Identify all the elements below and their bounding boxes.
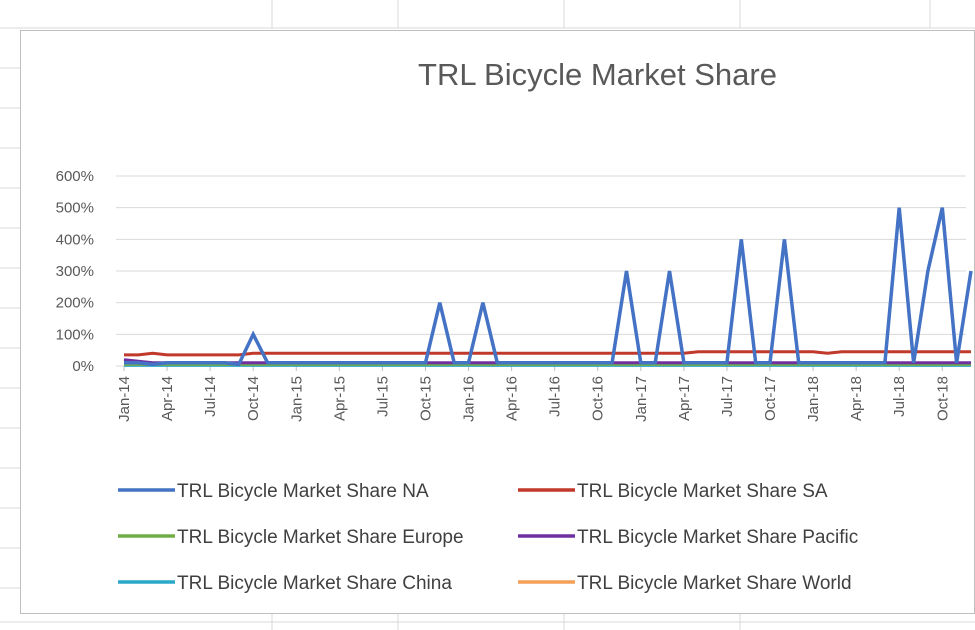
x-tick-label: Jul-18 <box>891 376 908 417</box>
x-tick-label: Oct-18 <box>934 376 951 421</box>
y-tick-label: 100% <box>56 326 94 343</box>
series-line-na <box>124 207 973 367</box>
y-tick-label: 500% <box>56 200 94 217</box>
x-tick-label: Apr-16 <box>504 376 521 421</box>
x-tick-label: Jul-16 <box>547 376 564 417</box>
x-tick-label: Jan-14 <box>116 376 133 422</box>
line-chart: 600% 500% 400% 300% 200% 100% 0% Jan-14 Apr-14 Ju… <box>56 168 973 594</box>
chart-area[interactable]: TRL Bicycle Market Share 600% 500% 400% 300… <box>20 30 975 614</box>
legend-label-europe: TRL Bicycle Market Share Europe <box>177 527 464 548</box>
legend-label-pacific: TRL Bicycle Market Share Pacific <box>577 527 858 548</box>
y-tick-label: 200% <box>56 295 94 312</box>
y-tick-label: 600% <box>56 168 94 185</box>
legend-label-sa: TRL Bicycle Market Share SA <box>577 481 828 502</box>
x-tick-label: Jan-17 <box>633 376 650 422</box>
x-tick-label: Jan-16 <box>461 376 478 422</box>
x-tick-label: Oct-16 <box>590 376 607 421</box>
x-tick-label: Apr-17 <box>676 376 693 421</box>
y-tick-label: 0% <box>72 358 94 375</box>
legend-label-world: TRL Bicycle Market Share World <box>577 573 852 594</box>
x-tick-label: Apr-18 <box>848 376 865 421</box>
x-tick-label: Jul-15 <box>374 376 391 417</box>
y-tick-label: 400% <box>56 231 94 248</box>
x-tick-label: Jul-14 <box>202 376 219 417</box>
series-line-sa <box>124 350 971 357</box>
chart-title: TRL Bicycle Market Share <box>418 57 777 92</box>
x-tick-label: Apr-15 <box>331 376 348 421</box>
x-tick-label: Jul-17 <box>719 376 736 417</box>
y-tick-label: 300% <box>56 263 94 280</box>
x-tick-label: Oct-14 <box>245 376 262 421</box>
x-tick-label: Oct-15 <box>417 376 434 421</box>
x-tick-label: Oct-17 <box>762 376 779 421</box>
x-tick-label: Jan-15 <box>288 376 305 422</box>
legend-label-na: TRL Bicycle Market Share NA <box>177 481 429 502</box>
x-tick-label: Jan-18 <box>805 376 822 422</box>
legend-label-china: TRL Bicycle Market Share China <box>177 573 452 594</box>
x-tick-label: Apr-14 <box>159 376 176 421</box>
